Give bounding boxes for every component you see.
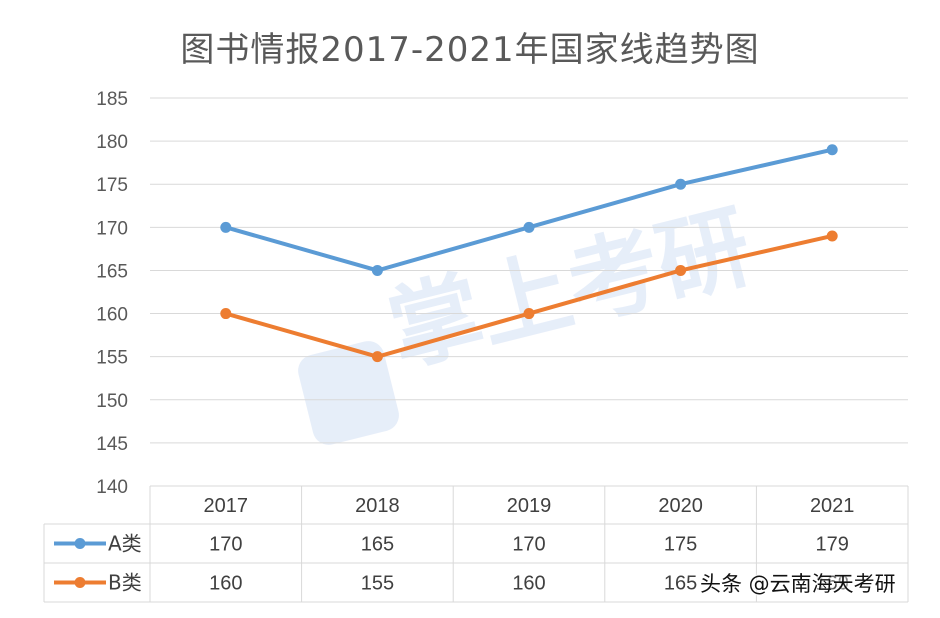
- y-tick-label: 160: [96, 305, 128, 326]
- y-tick-label: 155: [96, 348, 128, 369]
- x-category-label: 2019: [507, 495, 552, 517]
- data-table-cell: 175: [664, 534, 697, 556]
- data-table-cell: 169: [816, 573, 849, 595]
- data-point: [371, 264, 383, 276]
- y-tick-label: 170: [96, 218, 128, 239]
- data-point: [675, 178, 687, 190]
- legend-marker: [74, 577, 86, 588]
- data-table-cell: 179: [816, 534, 849, 556]
- y-tick-label: 140: [96, 477, 128, 498]
- x-category-label: 2020: [658, 495, 703, 517]
- data-table-cell: 155: [361, 573, 394, 595]
- data-table-cell: 170: [209, 534, 242, 556]
- y-tick-label: 180: [96, 132, 128, 153]
- data-point: [220, 221, 232, 233]
- x-category-label: 2021: [810, 495, 855, 517]
- data-table: 2017 2018 2019 2020 2021 A类 170 165 170 175 179 B类 1…: [43, 485, 909, 603]
- data-point: [523, 221, 535, 233]
- data-table-cell: 160: [209, 573, 242, 595]
- data-point: [523, 308, 535, 320]
- gridlines: [150, 97, 908, 487]
- data-point: [826, 144, 838, 156]
- y-tick-label: 150: [96, 391, 128, 412]
- data-point: [371, 351, 383, 363]
- data-table-cell: 165: [664, 573, 697, 595]
- data-point: [220, 308, 232, 320]
- legend-marker: [74, 538, 86, 549]
- watermark-credit: 头条 @云南海天考研: [700, 572, 896, 596]
- legend-label: B类: [108, 571, 142, 595]
- x-category-label: 2018: [355, 495, 400, 517]
- series-lines: [220, 144, 838, 363]
- data-point: [675, 264, 687, 276]
- y-tick-label: 145: [96, 434, 128, 455]
- data-table-cell: 165: [361, 534, 394, 556]
- y-tick-label: 165: [96, 261, 128, 282]
- data-point: [826, 230, 838, 242]
- y-tick-label: 185: [96, 89, 128, 110]
- y-axis: 140 145 150 155 160 165 170 175 180 185: [96, 89, 128, 498]
- y-tick-label: 175: [96, 175, 128, 196]
- legend-label: A类: [108, 532, 142, 556]
- chart-title: 图书情报2017-2021年国家线趋势图: [180, 30, 760, 70]
- data-table-cell: 160: [512, 573, 545, 595]
- watermark-icon: [298, 341, 399, 445]
- x-category-label: 2017: [204, 495, 249, 517]
- data-table-cell: 170: [512, 534, 545, 556]
